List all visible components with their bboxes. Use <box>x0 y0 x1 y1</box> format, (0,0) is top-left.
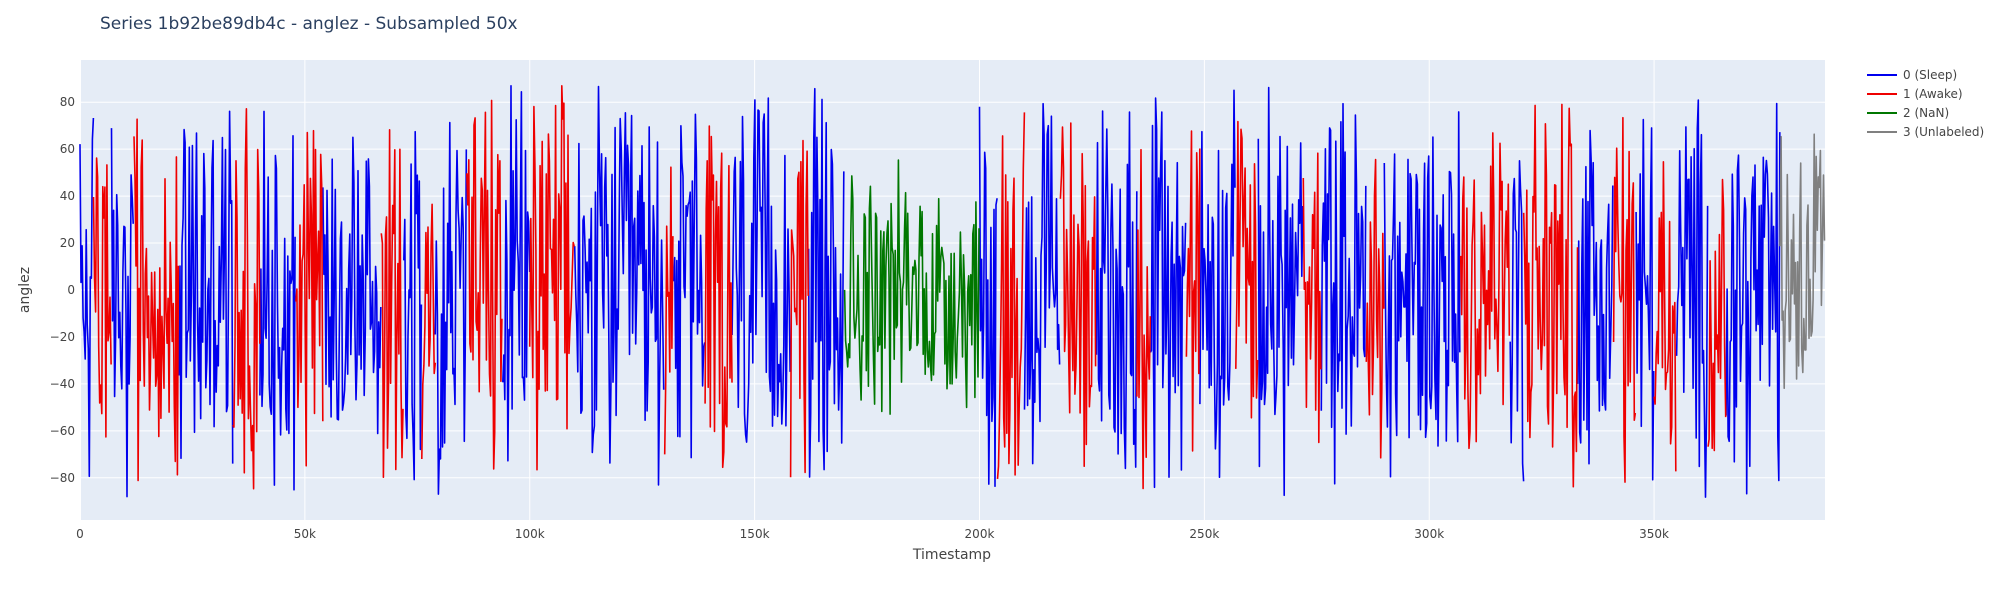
y-tick-label: 0 <box>67 283 75 297</box>
series-lines <box>79 85 1826 498</box>
series-line-segment <box>110 128 134 498</box>
series-line-segment <box>978 106 998 487</box>
y-tick-label: −60 <box>50 424 75 438</box>
series-line-segment <box>789 139 809 478</box>
legend-label: 0 (Sleep) <box>1903 68 1957 82</box>
series-line-segment <box>1612 116 1637 483</box>
y-tick-label: 60 <box>60 142 75 156</box>
series-line-segment <box>434 121 468 495</box>
series-line-segment <box>1320 102 1367 485</box>
series-line-segment <box>1653 161 1677 472</box>
series-line-segment <box>1635 118 1655 481</box>
y-axis-ticks: −80 −60 −40 −20 0 20 40 60 80 <box>50 95 75 485</box>
series-line-segment <box>1576 129 1614 465</box>
series-line-segment <box>322 136 382 435</box>
x-tick-label: 150k <box>740 527 770 541</box>
series-line-segment <box>178 110 234 464</box>
y-tick-label: 40 <box>60 189 75 203</box>
series-line-segment <box>1675 99 1709 498</box>
series-line-segment <box>133 118 180 482</box>
series-line-segment <box>232 108 261 490</box>
x-tick-label: 200k <box>965 527 995 541</box>
series-line-segment <box>1149 97 1187 489</box>
series-line-segment <box>466 99 503 470</box>
series-line-segment <box>1257 86 1304 497</box>
series-line-segment <box>1199 89 1236 478</box>
legend-label: 3 (Unlabeled) <box>1903 125 1984 139</box>
series-line-segment <box>1383 111 1461 478</box>
series-line-segment <box>704 125 733 469</box>
y-tick-label: −20 <box>50 330 75 344</box>
series-line-segment <box>502 85 531 462</box>
series-line-segment <box>1185 130 1201 452</box>
series-line-segment <box>1235 120 1259 419</box>
x-tick-label: 250k <box>1189 527 1219 541</box>
series-line-segment <box>672 113 706 459</box>
series-line-segment <box>259 110 296 491</box>
series-line-segment <box>843 159 980 415</box>
legend-label: 2 (NaN) <box>1903 106 1949 120</box>
chart-title: Series 1b92be89db4c - anglez - Subsample… <box>100 14 518 34</box>
series-line-segment <box>1459 132 1511 450</box>
series-line-segment <box>1725 102 1781 495</box>
x-tick-label: 350k <box>1639 527 1669 541</box>
series-line-segment <box>1059 122 1097 467</box>
series-line-segment <box>1365 158 1385 459</box>
series-line-segment <box>1136 148 1152 490</box>
series-line-segment <box>1509 160 1525 482</box>
series-line-segment <box>421 203 437 460</box>
y-tick-label: 20 <box>60 236 75 250</box>
series-line-segment <box>528 85 575 471</box>
series-line-segment <box>295 129 324 467</box>
x-tick-label: 0 <box>76 527 84 541</box>
x-axis-label: Timestamp <box>912 547 991 563</box>
series-line-segment <box>92 157 112 438</box>
series-line-segment <box>403 130 423 481</box>
x-axis-ticks: 0 50k 100k 150k 200k 250k 300k 350k <box>76 527 1669 541</box>
legend-label: 1 (Awake) <box>1903 87 1963 101</box>
series-line-segment <box>807 87 845 478</box>
series-line-segment <box>1779 133 1826 389</box>
series-line-segment <box>1707 178 1727 452</box>
series-line-segment <box>1095 110 1138 470</box>
x-tick-label: 50k <box>294 527 316 541</box>
series-line-segment <box>663 166 674 455</box>
series-line-segment <box>731 97 791 443</box>
y-tick-label: −80 <box>50 471 75 485</box>
series-line-segment <box>1522 103 1579 488</box>
series-line-segment <box>380 129 404 478</box>
series-line-segment <box>573 85 665 486</box>
legend: 0 (Sleep) 1 (Awake) 2 (NaN) 3 (Unlabeled) <box>1867 68 1984 139</box>
y-tick-label: 80 <box>60 95 75 109</box>
x-tick-label: 300k <box>1414 527 1444 541</box>
series-line-segment <box>1023 102 1061 465</box>
series-line-segment <box>996 112 1026 479</box>
y-tick-label: −40 <box>50 377 75 391</box>
series-line-segment <box>1302 152 1322 444</box>
x-tick-label: 100k <box>515 527 545 541</box>
series-line-segment <box>79 117 95 478</box>
y-axis-label: anglez <box>17 267 33 313</box>
